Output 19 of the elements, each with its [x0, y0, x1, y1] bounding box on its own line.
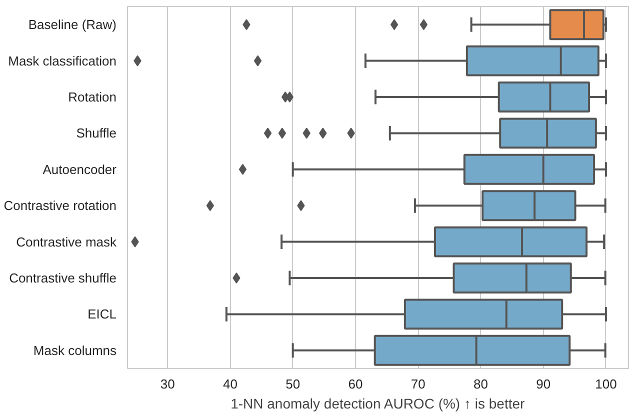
x-tick-label: 60	[348, 376, 363, 392]
y-tick-label: Mask columns	[33, 342, 117, 358]
y-tick-label: Contrastive rotation	[4, 198, 117, 214]
x-tick-label: 100	[595, 376, 617, 392]
x-tick-label: 40	[222, 376, 238, 392]
x-tick-label: 30	[160, 376, 175, 392]
y-tick-label: Autoencoder	[42, 162, 118, 177]
y-tick-label: Contrastive shuffle	[9, 270, 117, 286]
y-tick-label: Shuffle	[76, 126, 117, 141]
y-tick-label: Contrastive mask	[16, 234, 117, 250]
x-tick-label: 90	[536, 376, 551, 392]
x-axis-title: 1-NN anomaly detection AUROC (%) ↑ is better	[230, 396, 526, 412]
y-tick-label: Baseline (Raw)	[28, 17, 117, 32]
y-tick-label: Mask classification	[8, 53, 117, 68]
y-tick-label: EICL	[88, 306, 117, 322]
x-tick-label: 50	[286, 376, 300, 392]
y-tick-label: Rotation	[68, 90, 116, 104]
x-tick-label: 70	[410, 376, 426, 392]
x-tick-label: 80	[473, 376, 488, 392]
